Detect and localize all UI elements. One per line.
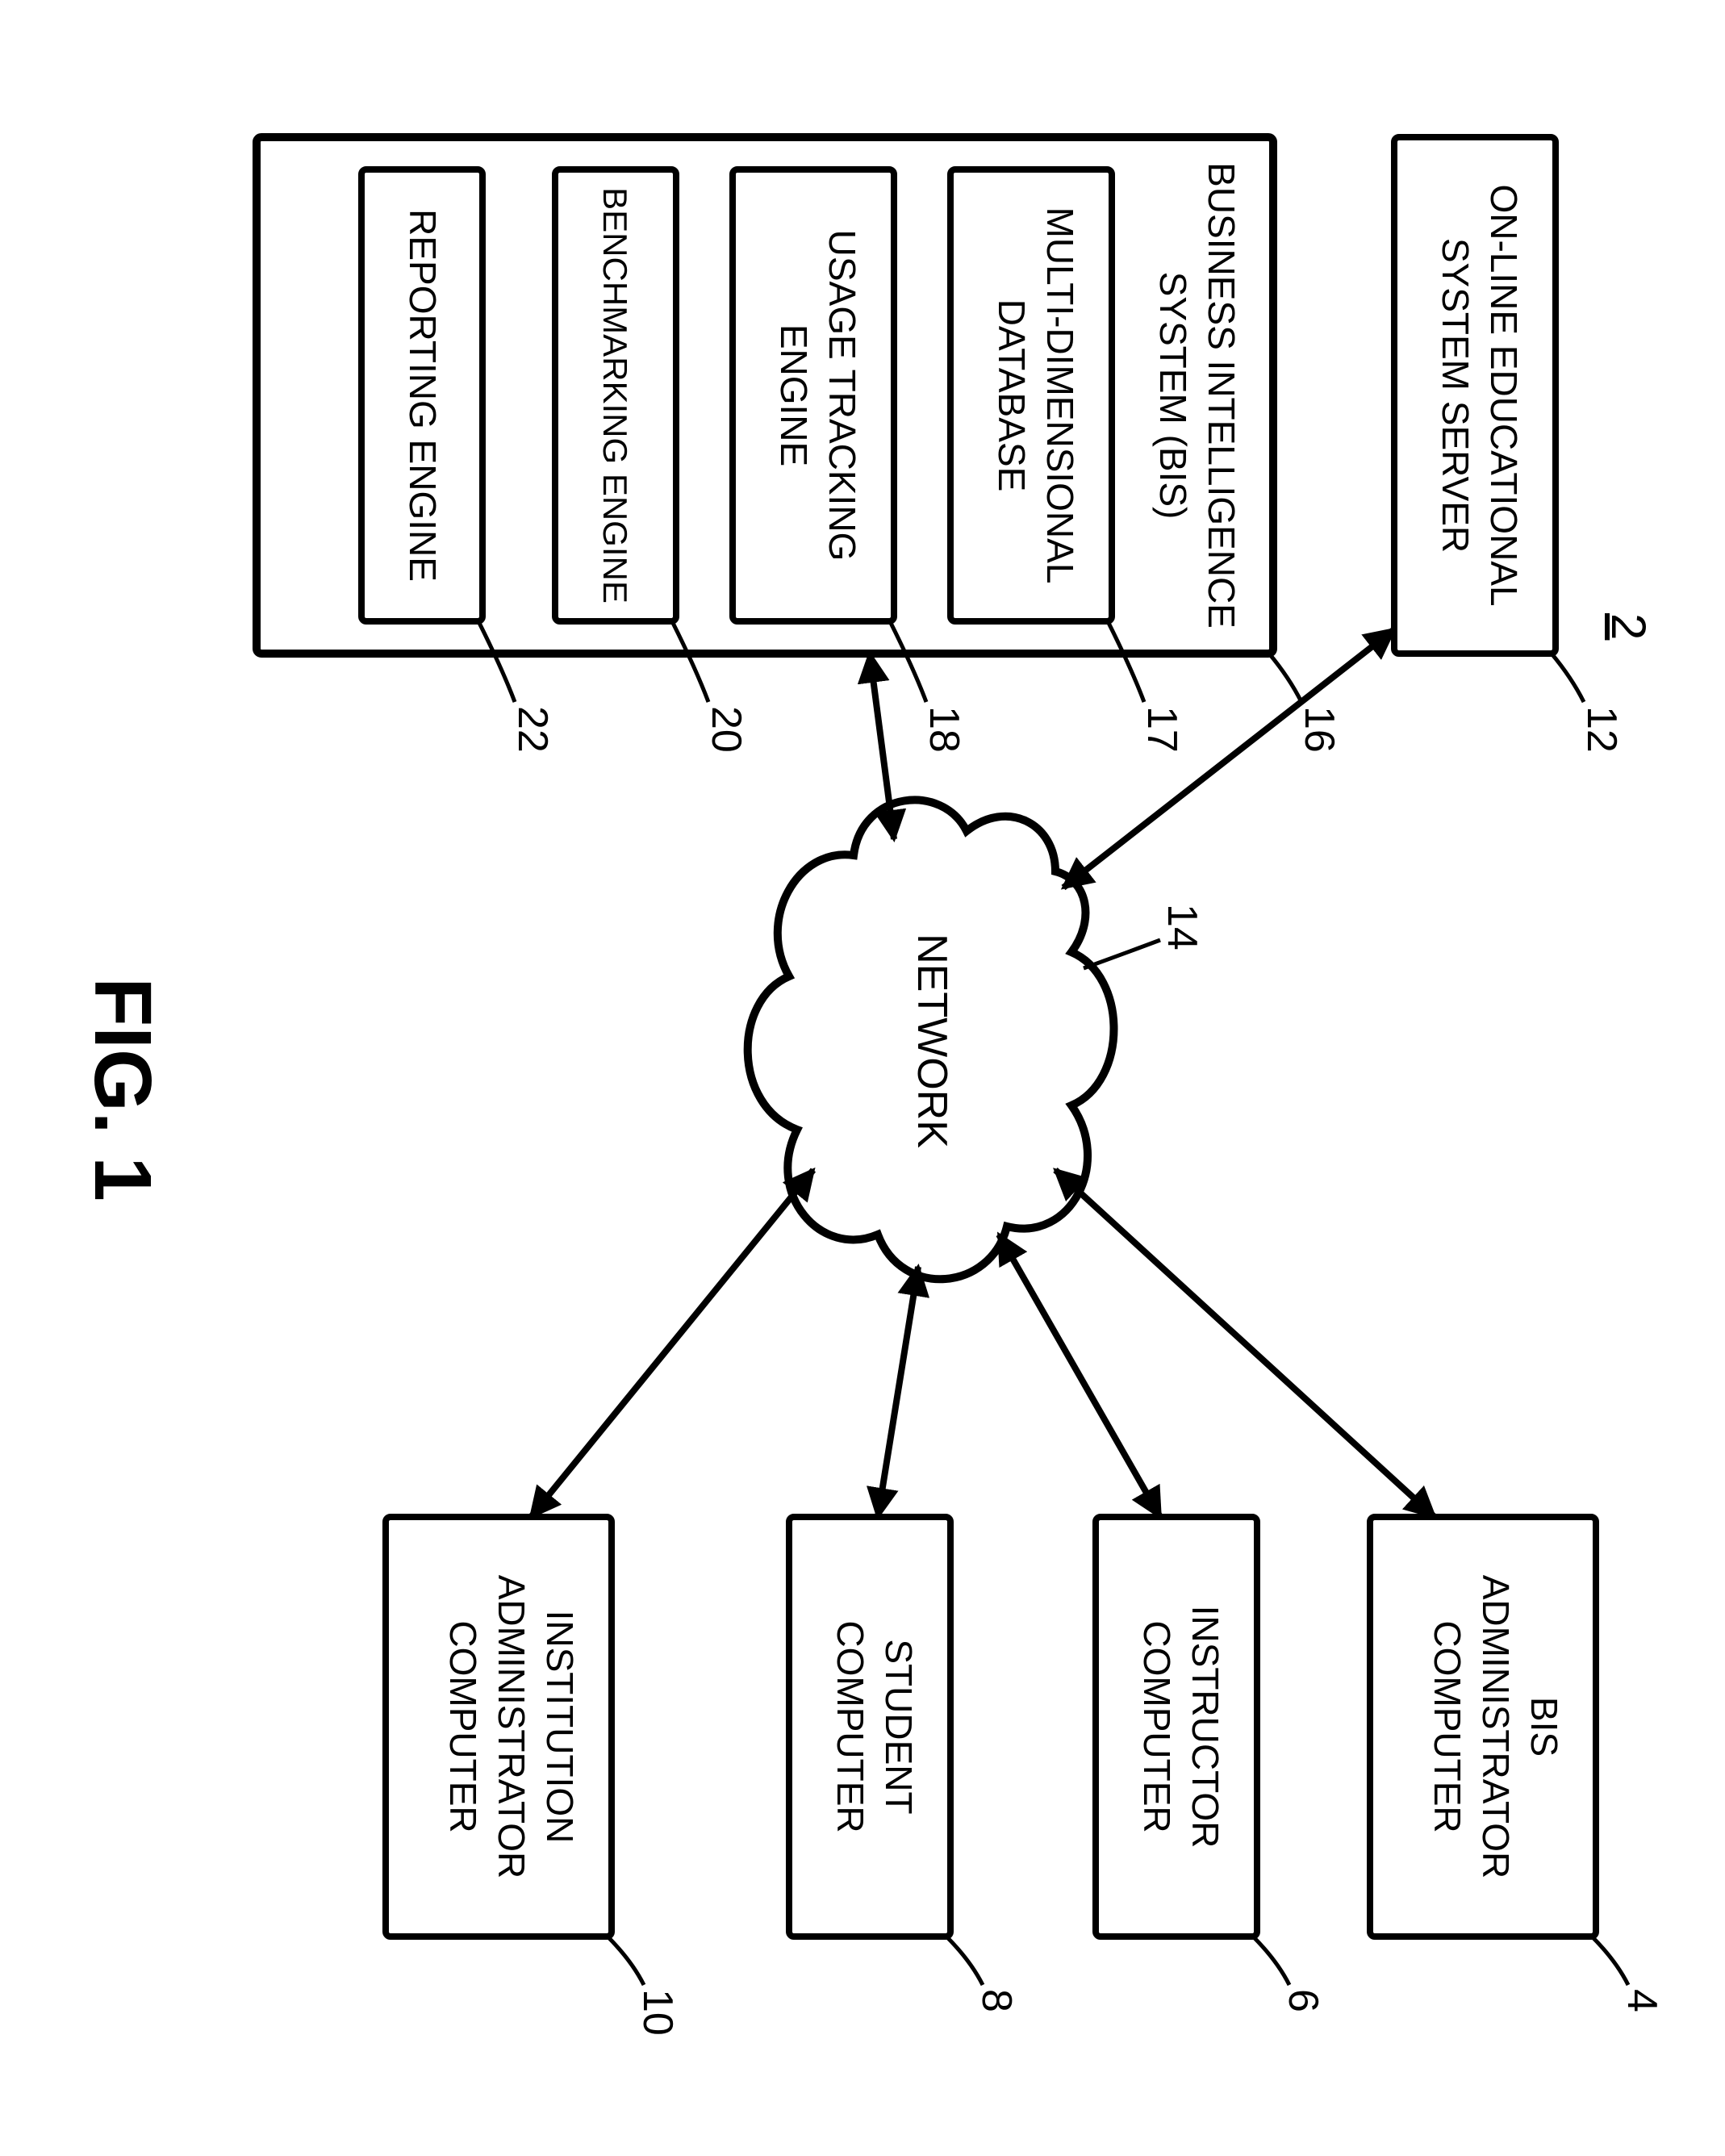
right-box-10: INSTITUTION ADMINISTRATOR COMPUTER [386, 1517, 612, 1937]
arrow-cloud-4 [1055, 1170, 1435, 1517]
bis-item-20: BENCHMARKING ENGINE [555, 169, 676, 621]
ref-16: 16 [1296, 706, 1343, 753]
svg-text:COMPUTER: COMPUTER [1426, 1620, 1468, 1832]
svg-text:BIS: BIS [1523, 1697, 1565, 1757]
arrow-cloud-6 [999, 1235, 1160, 1517]
bis-item-22: REPORTING ENGINE [361, 169, 482, 621]
svg-text:BENCHMARKING ENGINE: BENCHMARKING ENGINE [596, 187, 634, 604]
svg-text:INSTRUCTOR: INSTRUCTOR [1184, 1606, 1226, 1849]
svg-text:USAGE TRACKING: USAGE TRACKING [821, 230, 863, 562]
arrow-server-cloud [1063, 629, 1394, 888]
ref-18: 18 [921, 706, 967, 753]
ref-10: 10 [634, 1989, 681, 2036]
svg-text:ENGINE: ENGINE [773, 324, 815, 466]
right-box-6: INSTRUCTOR COMPUTER [1096, 1517, 1257, 1937]
ref-20: 20 [703, 706, 750, 753]
svg-text:NETWORK: NETWORK [908, 934, 955, 1148]
network-cloud: NETWORK [748, 800, 1114, 1279]
ref-4: 4 [1618, 1989, 1665, 2012]
ref-17: 17 [1138, 706, 1185, 753]
svg-text:ADMINISTRATOR: ADMINISTRATOR [1475, 1575, 1517, 1879]
figure-ref-number: 2 [1602, 613, 1656, 640]
bis-item-18: USAGE TRACKING ENGINE [733, 169, 894, 621]
right-box-8: STUDENT COMPUTER [789, 1517, 950, 1937]
svg-text:COMPUTER: COMPUTER [442, 1620, 484, 1832]
ref-22: 22 [509, 706, 556, 753]
ref-8: 8 [973, 1989, 1020, 2012]
svg-text:COMPUTER: COMPUTER [829, 1620, 871, 1832]
arrow-cloud-10 [531, 1170, 813, 1517]
svg-text:DATABASE: DATABASE [991, 299, 1033, 492]
arrow-cloud-8 [878, 1267, 918, 1517]
svg-text:REPORTING ENGINE: REPORTING ENGINE [402, 209, 444, 582]
bis-item-17: MULTI-DIMENSIONAL DATABASE [950, 169, 1112, 621]
svg-text:STUDENT: STUDENT [878, 1639, 920, 1814]
svg-text:BUSINESS INTELLIGENCE: BUSINESS INTELLIGENCE [1201, 162, 1243, 629]
svg-text:COMPUTER: COMPUTER [1136, 1620, 1178, 1832]
figure-label: FIG. 1 [77, 977, 168, 1201]
svg-text:SYSTEM SERVER: SYSTEM SERVER [1435, 238, 1476, 553]
svg-text:SYSTEM (BIS): SYSTEM (BIS) [1152, 272, 1194, 520]
ref-6: 6 [1280, 1989, 1326, 2012]
ref-14: 14 [1159, 904, 1205, 951]
svg-text:ON-LINE EDUCATIONAL: ON-LINE EDUCATIONAL [1483, 184, 1525, 606]
server-box: ON-LINE EDUCATIONAL SYSTEM SERVER [1394, 137, 1556, 654]
right-box-4: BIS ADMINISTRATOR COMPUTER [1370, 1517, 1596, 1937]
svg-text:MULTI-DIMENSIONAL: MULTI-DIMENSIONAL [1039, 207, 1081, 584]
ref-12: 12 [1578, 706, 1625, 753]
svg-text:INSTITUTION: INSTITUTION [539, 1611, 581, 1844]
svg-text:ADMINISTRATOR: ADMINISTRATOR [491, 1575, 533, 1879]
